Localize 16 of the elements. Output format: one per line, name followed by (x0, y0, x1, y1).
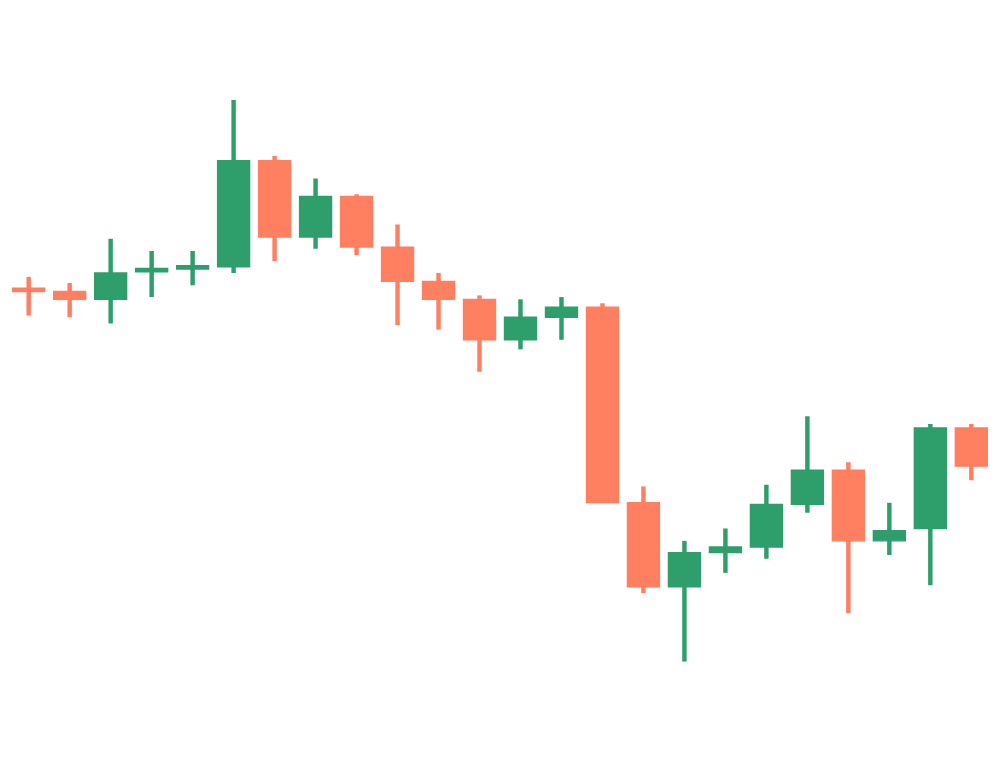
candlestick (749, 482, 784, 562)
candlestick (708, 526, 743, 576)
candlestick (93, 236, 128, 326)
candlestick (667, 538, 702, 664)
candlestick (462, 293, 497, 374)
candlestick (954, 421, 988, 483)
candlestick (52, 280, 87, 320)
candlestick (421, 270, 456, 332)
candlestick (298, 176, 333, 251)
candlestick (12, 274, 46, 318)
candlestick (175, 248, 210, 288)
candlestick (503, 297, 538, 352)
candlestick (380, 222, 415, 328)
candlestick (872, 500, 907, 558)
candlestick (544, 294, 579, 342)
candlestick (790, 413, 825, 515)
